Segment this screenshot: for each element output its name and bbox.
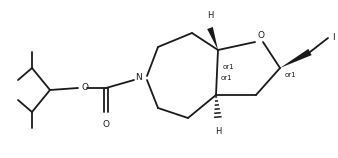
Text: O: O (258, 31, 265, 40)
Text: or1: or1 (221, 75, 233, 81)
Text: or1: or1 (285, 72, 297, 78)
Text: H: H (207, 11, 213, 20)
Text: or1: or1 (223, 64, 235, 70)
Text: O: O (102, 120, 110, 129)
Polygon shape (280, 49, 312, 68)
Text: O: O (82, 83, 89, 92)
Text: H: H (215, 127, 221, 136)
Text: N: N (135, 73, 141, 82)
Text: I: I (332, 33, 335, 43)
Polygon shape (207, 27, 218, 50)
